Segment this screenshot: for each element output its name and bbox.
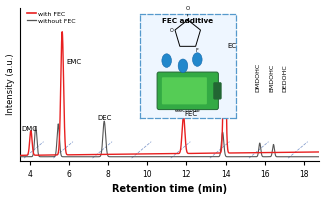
- Text: DEC: DEC: [98, 115, 112, 121]
- Text: EMDOHC: EMDOHC: [269, 64, 274, 92]
- Text: FEC: FEC: [185, 111, 198, 117]
- Text: EC: EC: [227, 43, 237, 49]
- Text: DMDOHC: DMDOHC: [255, 63, 260, 92]
- X-axis label: Retention time (min): Retention time (min): [112, 184, 228, 194]
- Y-axis label: Intensity (a.u.): Intensity (a.u.): [6, 53, 15, 115]
- Text: DEDOHC: DEDOHC: [283, 65, 288, 92]
- Legend: with FEC, without FEC: with FEC, without FEC: [26, 11, 76, 24]
- Text: DMC: DMC: [21, 126, 37, 132]
- Text: EMC: EMC: [66, 59, 81, 65]
